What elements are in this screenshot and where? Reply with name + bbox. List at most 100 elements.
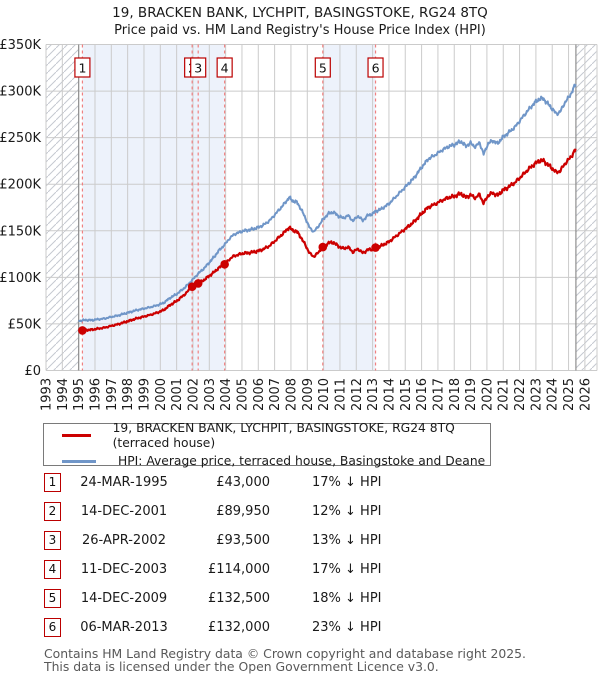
legend-item-label: 19, BRACKEN BANK, LYCHPIT, BASINGSTOKE, … xyxy=(112,420,455,450)
y-axis-label: £200K xyxy=(0,178,41,193)
sale-number-badge xyxy=(216,57,233,78)
x-axis-label: 1996 xyxy=(88,378,103,411)
table-row: 1 24-MAR-1995 £43,000 17% ↓ HPI xyxy=(40,470,580,499)
x-axis-label: 2018 xyxy=(448,378,463,411)
sale-date: 14-DEC-2009 xyxy=(80,591,168,606)
sale-date: 06-MAR-2013 xyxy=(80,620,168,635)
sale-hpi-diff: 18% ↓ HPI xyxy=(312,591,382,606)
x-axis-label: 2006 xyxy=(252,378,267,411)
page-subtitle: Price paid vs. HM Land Registry's House … xyxy=(114,23,486,38)
x-axis-label: 2016 xyxy=(415,378,430,411)
table-row: 4 11-DEC-2003 £114,000 17% ↓ HPI xyxy=(40,557,580,586)
no-data-hatch xyxy=(575,44,597,371)
sale-number-badge xyxy=(314,57,331,78)
x-axis-label: 2007 xyxy=(268,378,283,411)
sale-price: £43,000 xyxy=(216,475,270,490)
ownership-band xyxy=(322,44,376,371)
x-axis-label: 1995 xyxy=(72,378,87,411)
svg-text:3: 3 xyxy=(194,61,202,76)
price-paid-line xyxy=(82,148,577,332)
x-axis-label: 2015 xyxy=(399,378,414,411)
sale-number-badge: 5 xyxy=(44,589,61,608)
x-axis-label: 2014 xyxy=(382,378,397,411)
footer-copyright: Contains HM Land Registry data © Crown c… xyxy=(44,646,526,674)
chart-legend: 19, BRACKEN BANK, LYCHPIT, BASINGSTOKE, … xyxy=(43,421,491,469)
x-axis-label: 2002 xyxy=(186,378,201,411)
sale-number-badge: 4 xyxy=(44,560,61,579)
legend-item: HPI: Average price, terraced house, Basi… xyxy=(44,454,490,469)
price-history-chart: 123456£0£50K£100K£150K£200K£250K£300K£35… xyxy=(0,38,598,411)
x-axis-label: 2020 xyxy=(480,378,495,411)
sale-price: £93,500 xyxy=(216,533,270,548)
sale-marker xyxy=(193,279,203,288)
legend-item-label: HPI: Average price, terraced house, Basi… xyxy=(118,453,486,468)
table-row: 3 26-APR-2002 £93,500 13% ↓ HPI xyxy=(40,528,580,557)
x-axis-label: 2011 xyxy=(333,378,348,411)
sale-price: £132,000 xyxy=(207,620,270,635)
hpi-line-swatch xyxy=(62,459,96,463)
legend-item: 19, BRACKEN BANK, LYCHPIT, BASINGSTOKE, … xyxy=(44,421,490,451)
sale-number-badge xyxy=(367,57,384,78)
x-axis-label: 2026 xyxy=(578,378,593,411)
table-row: 2 14-DEC-2001 £89,950 12% ↓ HPI xyxy=(40,499,580,528)
y-axis-label: £350K xyxy=(0,38,41,53)
sale-number-badge: 3 xyxy=(44,531,61,550)
sale-hpi-diff: 13% ↓ HPI xyxy=(312,533,382,548)
sale-number-badge: 1 xyxy=(44,473,61,492)
x-axis-label: 1997 xyxy=(105,378,120,411)
footer-copyright-line: Contains HM Land Registry data © Crown c… xyxy=(44,646,526,661)
sales-table: 1 24-MAR-1995 £43,000 17% ↓ HPI 2 14-DEC-2001… xyxy=(40,470,580,644)
x-axis-label: 2025 xyxy=(562,378,577,411)
sale-marker xyxy=(220,260,229,269)
x-axis-label: 2000 xyxy=(154,378,169,411)
x-axis-label: 2022 xyxy=(513,378,528,411)
table-row: 5 14-DEC-2009 £132,500 18% ↓ HPI xyxy=(40,586,580,615)
sale-hpi-diff: 12% ↓ HPI xyxy=(312,504,382,519)
table-row: 6 06-MAR-2013 £132,000 23% ↓ HPI xyxy=(40,615,580,644)
x-axis-label: 1999 xyxy=(137,378,152,411)
sale-number-badge xyxy=(74,57,91,78)
y-axis-label: £250K xyxy=(0,131,41,146)
sale-marker xyxy=(371,243,380,252)
y-axis-label: £150K xyxy=(0,224,41,239)
sale-date: 11-DEC-2003 xyxy=(80,562,168,577)
y-axis-label: £50K xyxy=(8,317,42,332)
sale-hpi-diff: 17% ↓ HPI xyxy=(312,562,382,577)
sale-number-badge xyxy=(190,57,207,78)
sale-date: 26-APR-2002 xyxy=(82,533,166,548)
svg-text:1: 1 xyxy=(78,61,86,76)
sale-price: £89,950 xyxy=(216,504,270,519)
x-axis-label: 2019 xyxy=(464,378,479,411)
x-axis-label: 2001 xyxy=(170,378,185,411)
y-axis-label: £300K xyxy=(0,85,41,100)
sale-price: £114,000 xyxy=(207,562,270,577)
sale-date: 24-MAR-1995 xyxy=(80,475,168,490)
sale-hpi-diff: 23% ↓ HPI xyxy=(312,620,382,635)
x-axis-label: 2024 xyxy=(546,378,561,411)
x-axis-label: 1994 xyxy=(56,378,71,411)
price-paid-line-swatch xyxy=(62,434,91,437)
svg-text:5: 5 xyxy=(319,61,327,76)
footer-licence-line: This data is licensed under the Open Gov… xyxy=(44,658,439,674)
sale-marker xyxy=(318,242,328,252)
sale-price: £132,500 xyxy=(207,591,270,606)
x-axis-label: 1998 xyxy=(121,378,136,411)
svg-text:4: 4 xyxy=(221,61,229,76)
sale-number-badge: 2 xyxy=(44,502,61,521)
x-axis-label: 2009 xyxy=(301,378,316,411)
x-axis-label: 2008 xyxy=(284,378,299,411)
x-axis-label: 2017 xyxy=(431,378,446,411)
x-axis-label: 1993 xyxy=(40,378,55,411)
x-axis-label: 2021 xyxy=(497,378,512,411)
x-axis-label: 2010 xyxy=(317,378,332,411)
sale-number-badge: 6 xyxy=(44,618,61,637)
x-axis-label: 2005 xyxy=(235,378,250,411)
y-axis-label: £0 xyxy=(24,364,41,379)
x-axis-label: 2004 xyxy=(219,378,234,411)
x-axis-label: 2013 xyxy=(366,378,381,411)
svg-text:6: 6 xyxy=(372,61,380,76)
x-axis-label: 2023 xyxy=(529,378,544,411)
page-title: 19, BRACKEN BANK, LYCHPIT, BASINGSTOKE, … xyxy=(112,5,488,21)
x-axis-label: 2003 xyxy=(203,378,218,411)
